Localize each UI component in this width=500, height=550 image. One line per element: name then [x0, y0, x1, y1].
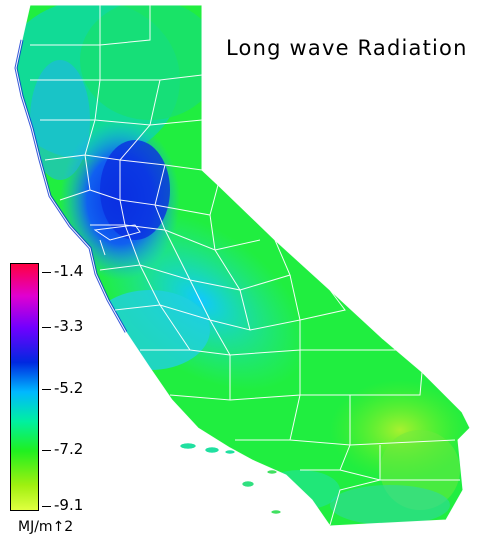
county-borders: [15, 4, 471, 527]
tick-mark: [42, 272, 51, 273]
tick-mark: [42, 506, 51, 507]
map-title: Long wave Radiation: [226, 36, 468, 60]
tick-mark: [42, 450, 51, 451]
legend-tick-label: -1.4: [54, 262, 84, 280]
tick-mark: [42, 327, 51, 328]
channel-islands: [179, 442, 282, 515]
tick-mark: [42, 389, 51, 390]
legend-tick-label: -5.2: [54, 379, 84, 397]
legend-units: MJ/m↑2: [18, 519, 74, 535]
legend-tick-label: -9.1: [54, 496, 84, 514]
color-scale-bar: [10, 263, 39, 511]
legend-tick-label: -3.3: [54, 317, 84, 335]
legend-tick-label: -7.2: [54, 440, 84, 458]
